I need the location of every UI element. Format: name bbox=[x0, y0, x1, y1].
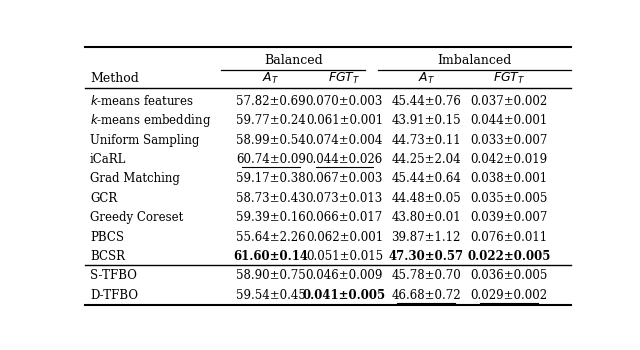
Text: 0.041±0.005: 0.041±0.005 bbox=[303, 289, 386, 302]
Text: 0.029±0.002: 0.029±0.002 bbox=[470, 289, 548, 302]
Text: 59.39±0.16: 59.39±0.16 bbox=[236, 211, 306, 224]
Text: 59.54±0.45: 59.54±0.45 bbox=[236, 289, 306, 302]
Text: 45.78±0.70: 45.78±0.70 bbox=[391, 270, 461, 282]
Text: 0.035±0.005: 0.035±0.005 bbox=[470, 192, 548, 205]
Text: 0.033±0.007: 0.033±0.007 bbox=[470, 134, 548, 147]
Text: 0.022±0.005: 0.022±0.005 bbox=[467, 250, 551, 263]
Text: Method: Method bbox=[90, 71, 139, 84]
Text: 0.067±0.003: 0.067±0.003 bbox=[306, 173, 383, 186]
Text: 0.039±0.007: 0.039±0.007 bbox=[470, 211, 548, 224]
Text: 55.64±2.26: 55.64±2.26 bbox=[236, 231, 306, 244]
Text: BCSR: BCSR bbox=[90, 250, 125, 263]
Text: Greedy Coreset: Greedy Coreset bbox=[90, 211, 183, 224]
Text: 59.77±0.24: 59.77±0.24 bbox=[236, 114, 306, 127]
Text: 58.73±0.43: 58.73±0.43 bbox=[236, 192, 306, 205]
Text: 47.30±0.57: 47.30±0.57 bbox=[388, 250, 464, 263]
Text: 0.037±0.002: 0.037±0.002 bbox=[470, 95, 548, 108]
Text: 0.046±0.009: 0.046±0.009 bbox=[306, 270, 383, 282]
Text: Imbalanced: Imbalanced bbox=[437, 54, 511, 66]
Text: 0.076±0.011: 0.076±0.011 bbox=[470, 231, 548, 244]
Text: 0.042±0.019: 0.042±0.019 bbox=[470, 153, 548, 166]
Text: 45.44±0.64: 45.44±0.64 bbox=[391, 173, 461, 186]
Text: 0.061±0.001: 0.061±0.001 bbox=[306, 114, 383, 127]
Text: 0.073±0.013: 0.073±0.013 bbox=[306, 192, 383, 205]
Text: 57.82±0.69: 57.82±0.69 bbox=[236, 95, 306, 108]
Text: Balanced: Balanced bbox=[264, 54, 323, 66]
Text: Grad Matching: Grad Matching bbox=[90, 173, 180, 186]
Text: GCR: GCR bbox=[90, 192, 117, 205]
Text: 44.25±2.04: 44.25±2.04 bbox=[392, 153, 461, 166]
Text: 0.074±0.004: 0.074±0.004 bbox=[306, 134, 383, 147]
Text: 59.17±0.38: 59.17±0.38 bbox=[236, 173, 306, 186]
Text: 45.44±0.76: 45.44±0.76 bbox=[391, 95, 461, 108]
Text: 44.48±0.05: 44.48±0.05 bbox=[391, 192, 461, 205]
Text: 46.68±0.72: 46.68±0.72 bbox=[392, 289, 461, 302]
Text: 61.60±0.14: 61.60±0.14 bbox=[234, 250, 308, 263]
Text: Uniform Sampling: Uniform Sampling bbox=[90, 134, 199, 147]
Text: 43.80±0.01: 43.80±0.01 bbox=[392, 211, 461, 224]
Text: $A_T$: $A_T$ bbox=[262, 70, 280, 85]
Text: 58.90±0.75: 58.90±0.75 bbox=[236, 270, 306, 282]
Text: $FGT_T$: $FGT_T$ bbox=[328, 70, 360, 85]
Text: 60.74±0.09: 60.74±0.09 bbox=[236, 153, 306, 166]
Text: 0.051±0.015: 0.051±0.015 bbox=[306, 250, 383, 263]
Text: iCaRL: iCaRL bbox=[90, 153, 126, 166]
Text: $k$-means embedding: $k$-means embedding bbox=[90, 112, 211, 129]
Text: 44.73±0.11: 44.73±0.11 bbox=[392, 134, 461, 147]
Text: PBCS: PBCS bbox=[90, 231, 124, 244]
Text: $A_T$: $A_T$ bbox=[418, 70, 435, 85]
Text: 0.036±0.005: 0.036±0.005 bbox=[470, 270, 548, 282]
Text: D-TFBO: D-TFBO bbox=[90, 289, 138, 302]
Text: 0.038±0.001: 0.038±0.001 bbox=[470, 173, 548, 186]
Text: 0.066±0.017: 0.066±0.017 bbox=[306, 211, 383, 224]
Text: 39.87±1.12: 39.87±1.12 bbox=[392, 231, 461, 244]
Text: $k$-means features: $k$-means features bbox=[90, 94, 194, 108]
Text: 58.99±0.54: 58.99±0.54 bbox=[236, 134, 306, 147]
Text: $FGT_T$: $FGT_T$ bbox=[493, 70, 525, 85]
Text: S-TFBO: S-TFBO bbox=[90, 270, 137, 282]
Text: 0.062±0.001: 0.062±0.001 bbox=[306, 231, 383, 244]
Text: 43.91±0.15: 43.91±0.15 bbox=[392, 114, 461, 127]
Text: 0.044±0.026: 0.044±0.026 bbox=[306, 153, 383, 166]
Text: 0.044±0.001: 0.044±0.001 bbox=[470, 114, 548, 127]
Text: 0.070±0.003: 0.070±0.003 bbox=[306, 95, 383, 108]
